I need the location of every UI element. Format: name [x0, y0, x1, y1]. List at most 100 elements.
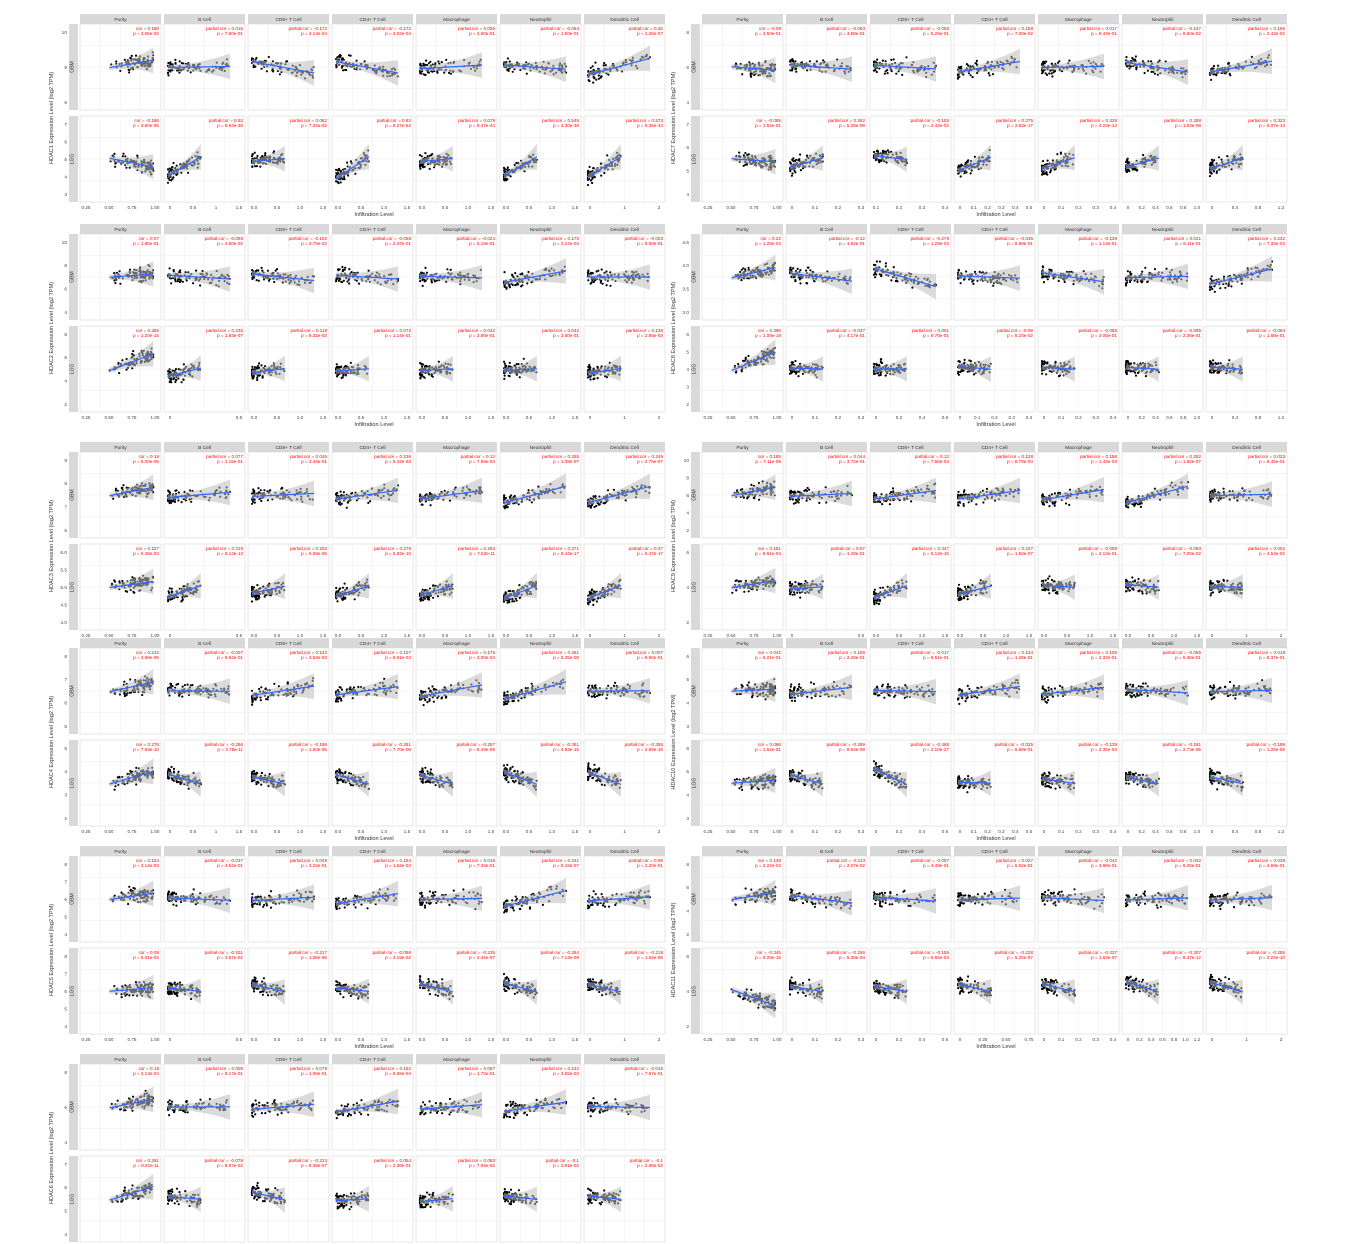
column-strip [248, 14, 329, 24]
data-point [603, 62, 606, 65]
x-tick-label: 0.4 [1152, 205, 1159, 210]
data-point [1226, 155, 1229, 158]
data-point [253, 366, 256, 369]
data-point [511, 70, 514, 73]
fit-line [109, 59, 154, 69]
column-label: Neutrophil [530, 227, 552, 233]
x-tick-label: 0.5 [442, 205, 449, 210]
column-label: Macrophage [443, 17, 470, 23]
data-point [892, 266, 895, 269]
data-point [134, 54, 138, 57]
data-point [335, 366, 338, 369]
data-point [740, 268, 743, 271]
stat-p: p = 8.44e-01 [1091, 31, 1117, 36]
data-point [260, 67, 263, 70]
x-tick-label: 0.50 [105, 205, 114, 210]
data-point [595, 270, 598, 273]
data-point [508, 286, 512, 289]
data-point [1125, 56, 1128, 59]
data-point [960, 65, 963, 68]
data-point [1136, 169, 1139, 172]
data-point [132, 350, 135, 353]
x-tick-label: 1.5 [404, 415, 411, 420]
data-point [131, 353, 134, 356]
data-point [822, 59, 825, 62]
stat-p: p = 1.08e-19 [755, 333, 781, 338]
data-point [1212, 64, 1216, 68]
data-point [748, 61, 751, 64]
x-tick-label: 0.4 [1232, 205, 1239, 210]
x-tick-label: 1.2 [1278, 205, 1285, 210]
data-point [872, 69, 876, 72]
stat-p: p = 3.66e-01 [469, 333, 495, 338]
data-point [119, 69, 122, 72]
data-point [734, 62, 738, 65]
data-point [261, 269, 264, 272]
data-point [169, 380, 172, 383]
x-tick-label: 0.0 [419, 415, 426, 420]
stat-p: p = 3.60e-01 [553, 333, 579, 338]
x-tick-label: 0.4 [1012, 205, 1019, 210]
data-point [266, 269, 269, 272]
x-tick-label: 0 [169, 205, 172, 210]
data-point [506, 166, 509, 169]
data-point [796, 267, 799, 270]
data-point [794, 279, 797, 282]
data-point [738, 151, 741, 154]
stat-p: p = 4.23e-13 [1091, 123, 1117, 128]
data-point [437, 360, 440, 363]
data-point [166, 181, 170, 184]
stat-cor: partial.cor = -0.172 [289, 26, 328, 31]
stat-p: p = 2.85e-03 [637, 333, 663, 338]
data-point [180, 62, 183, 65]
data-point [131, 367, 134, 370]
stat-p: p = 4.17e-01 [839, 333, 865, 338]
x-tick-label: 1.5 [404, 205, 411, 210]
data-point [424, 73, 427, 76]
data-point [886, 149, 890, 152]
x-axis-title: Infiltration Level [976, 212, 1015, 218]
y-tick-label: 7 [686, 122, 689, 128]
stat-p: p = 1.14e-01 [385, 333, 411, 338]
cancer-label: LGG [692, 364, 698, 375]
x-tick-label: 1.0 [297, 205, 304, 210]
data-point [746, 153, 749, 156]
cancer-strip [69, 24, 78, 110]
data-point [255, 279, 258, 282]
x-tick-label: 0 [791, 415, 794, 420]
stat-p: p = 1.20e-15 [133, 333, 159, 338]
column-label: Purity [114, 17, 127, 23]
data-point [251, 153, 254, 156]
data-point [592, 378, 595, 381]
data-point [1215, 170, 1219, 173]
x-tick-label: 1.5 [572, 415, 579, 420]
x-tick-label: 0.5 [274, 415, 281, 420]
x-tick-label: 0.4 [1110, 205, 1117, 210]
x-tick-label: 0.4 [942, 205, 949, 210]
data-point [890, 58, 893, 62]
stat-p: p = 6.35e-43 [637, 123, 663, 128]
x-tick-label: 0.50 [727, 205, 736, 210]
x-tick-label: 0.8 [1180, 205, 1187, 210]
x-tick-label: 0.0 [251, 205, 258, 210]
y-tick-label: 6 [64, 139, 67, 145]
x-tick-label: 1.5 [320, 415, 327, 420]
stat-p: p = 3.76e-02 [301, 241, 327, 246]
data-point [121, 359, 124, 362]
data-point [187, 171, 190, 174]
data-point [890, 70, 893, 73]
data-point [251, 277, 254, 281]
data-point [605, 284, 608, 287]
data-point [1210, 158, 1213, 161]
panel-lgg-1: partial.cor = 0.53p = 8.64e-36 [163, 115, 246, 203]
fit-line [251, 61, 315, 74]
y-tick-label: 6 [686, 332, 689, 338]
x-tick-label: 1.0 [549, 415, 556, 420]
